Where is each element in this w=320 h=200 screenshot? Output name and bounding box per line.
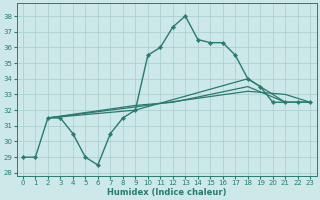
X-axis label: Humidex (Indice chaleur): Humidex (Indice chaleur): [107, 188, 226, 197]
